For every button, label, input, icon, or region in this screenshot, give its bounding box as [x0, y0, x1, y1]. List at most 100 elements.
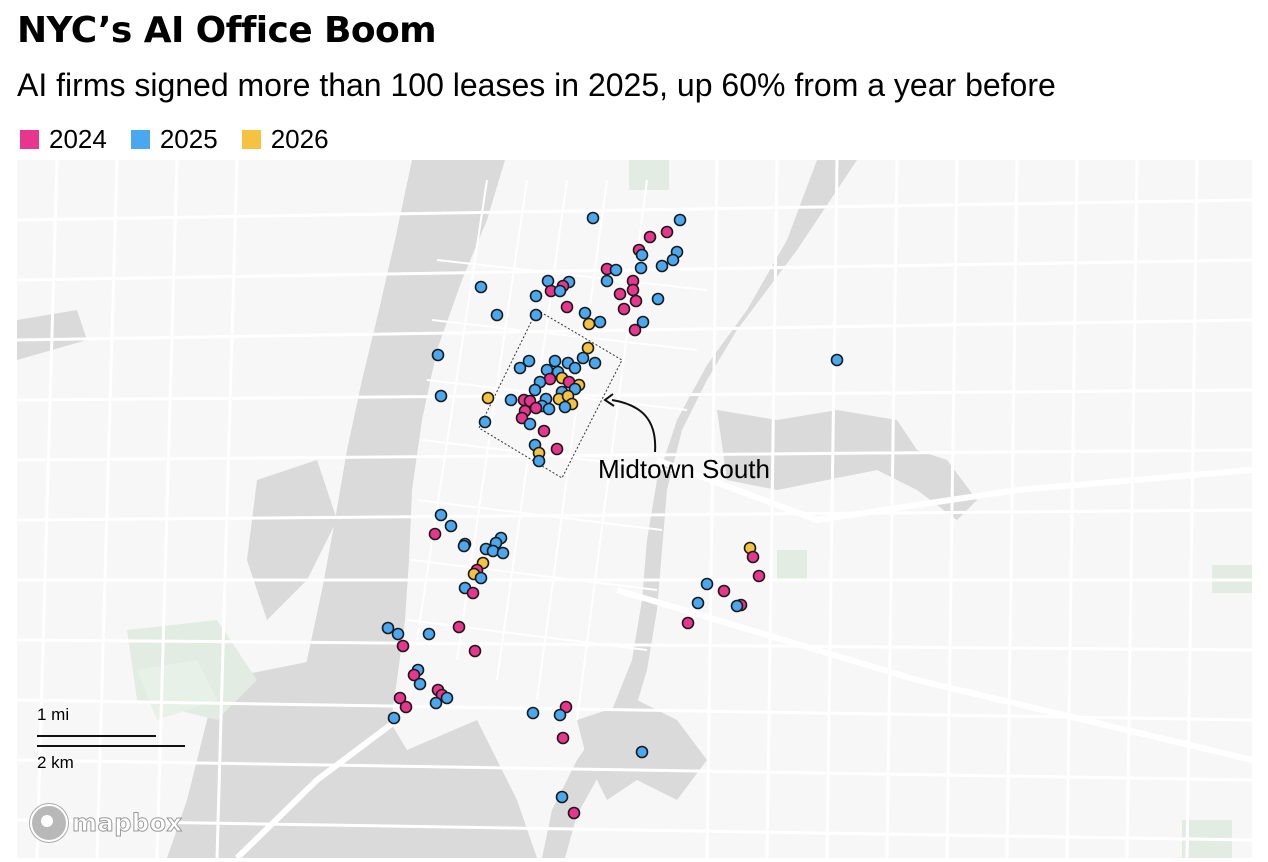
- lease-marker[interactable]: [513, 361, 527, 375]
- lease-marker[interactable]: [391, 627, 405, 641]
- map-svg: [17, 160, 1252, 858]
- lease-marker[interactable]: [588, 356, 602, 370]
- lease-marker[interactable]: [576, 351, 590, 365]
- lease-marker[interactable]: [681, 616, 695, 630]
- lease-marker[interactable]: [567, 806, 581, 820]
- callout-midtown-south-label: Midtown South: [598, 454, 770, 484]
- mapbox-attribution[interactable]: mapbox: [30, 804, 183, 842]
- lease-marker[interactable]: [558, 400, 572, 414]
- lease-marker[interactable]: [581, 341, 595, 355]
- lease-marker[interactable]: [556, 731, 570, 745]
- lease-marker[interactable]: [553, 708, 567, 722]
- lease-marker[interactable]: [600, 274, 614, 288]
- lease-marker[interactable]: [582, 317, 596, 331]
- lease-marker[interactable]: [617, 302, 631, 316]
- lease-marker[interactable]: [457, 539, 471, 553]
- lease-marker[interactable]: [673, 213, 687, 227]
- lease-marker[interactable]: [593, 315, 607, 329]
- lease-marker[interactable]: [393, 691, 407, 705]
- lease-marker[interactable]: [452, 620, 466, 634]
- lease-marker[interactable]: [474, 571, 488, 585]
- lease-marker[interactable]: [700, 577, 714, 591]
- lease-marker[interactable]: [560, 300, 574, 314]
- lease-marker[interactable]: [555, 790, 569, 804]
- lease-marker[interactable]: [474, 280, 488, 294]
- lease-marker[interactable]: [529, 308, 543, 322]
- lease-marker[interactable]: [522, 354, 536, 368]
- lease-marker[interactable]: [444, 519, 458, 533]
- lease-marker[interactable]: [586, 211, 600, 225]
- lease-marker[interactable]: [496, 546, 510, 560]
- lease-marker[interactable]: [550, 442, 564, 456]
- lease-marker[interactable]: [528, 383, 542, 397]
- lease-marker[interactable]: [655, 259, 669, 273]
- lease-marker[interactable]: [752, 569, 766, 583]
- park-central: [629, 160, 669, 190]
- lease-marker[interactable]: [478, 415, 492, 429]
- lease-marker[interactable]: [548, 354, 562, 368]
- lease-marker[interactable]: [428, 527, 442, 541]
- lease-marker[interactable]: [691, 596, 705, 610]
- scale-km-line: [37, 745, 185, 747]
- lease-marker[interactable]: [660, 225, 674, 239]
- lease-marker[interactable]: [434, 508, 448, 522]
- lease-marker[interactable]: [381, 621, 395, 635]
- lease-marker[interactable]: [440, 691, 454, 705]
- lease-marker[interactable]: [399, 700, 413, 714]
- lease-marker[interactable]: [629, 294, 643, 308]
- lease-marker[interactable]: [537, 424, 551, 438]
- mapbox-wordmark: mapbox: [72, 809, 183, 838]
- lease-marker[interactable]: [626, 283, 640, 297]
- lease-markers: [381, 211, 844, 820]
- lease-marker[interactable]: [651, 292, 665, 306]
- lease-marker[interactable]: [746, 550, 760, 564]
- lease-marker[interactable]: [434, 389, 448, 403]
- lease-marker[interactable]: [481, 391, 495, 405]
- legend-item-2024: 2024: [20, 124, 107, 155]
- lease-marker[interactable]: [486, 544, 500, 558]
- lease-marker[interactable]: [830, 353, 844, 367]
- lease-marker[interactable]: [523, 417, 537, 431]
- lease-marker[interactable]: [407, 668, 421, 682]
- lease-marker[interactable]: [466, 586, 480, 600]
- scale-bar: 1 mi 2 km: [37, 705, 197, 775]
- lease-marker[interactable]: [568, 361, 582, 375]
- map-area[interactable]: [17, 160, 1252, 858]
- scale-km-label: 2 km: [37, 753, 74, 772]
- lease-marker[interactable]: [431, 348, 445, 362]
- lease-marker[interactable]: [578, 306, 592, 320]
- lease-marker[interactable]: [532, 454, 546, 468]
- lease-marker[interactable]: [468, 644, 482, 658]
- lease-marker[interactable]: [429, 696, 443, 710]
- lease-marker[interactable]: [490, 308, 504, 322]
- lease-marker[interactable]: [730, 599, 744, 613]
- lease-marker[interactable]: [636, 315, 650, 329]
- east-river: [542, 160, 857, 858]
- midtown-south-outline: [478, 309, 623, 479]
- lease-marker[interactable]: [613, 287, 627, 301]
- lease-marker[interactable]: [529, 401, 543, 415]
- lease-marker[interactable]: [413, 677, 427, 691]
- lease-marker[interactable]: [609, 263, 623, 277]
- lease-marker[interactable]: [542, 402, 556, 416]
- lease-marker[interactable]: [634, 261, 648, 275]
- lease-marker[interactable]: [666, 253, 680, 267]
- lease-marker[interactable]: [635, 745, 649, 759]
- lease-marker[interactable]: [529, 289, 543, 303]
- lease-marker[interactable]: [504, 393, 518, 407]
- lease-marker[interactable]: [526, 706, 540, 720]
- lease-marker[interactable]: [628, 323, 642, 337]
- lease-marker[interactable]: [635, 248, 649, 262]
- road-network: [17, 160, 1252, 858]
- legend-label-2026: 2026: [270, 124, 329, 154]
- highways: [234, 457, 1252, 858]
- scale-mi-line: [37, 735, 156, 737]
- lease-marker[interactable]: [396, 639, 410, 653]
- chart-subtitle: AI firms signed more than 100 leases in …: [17, 67, 1056, 103]
- lease-marker[interactable]: [553, 284, 567, 298]
- lease-marker[interactable]: [717, 584, 731, 598]
- legend-swatch-2025: [130, 130, 150, 149]
- lease-marker[interactable]: [387, 711, 401, 725]
- lease-marker[interactable]: [643, 230, 657, 244]
- lease-marker[interactable]: [422, 627, 436, 641]
